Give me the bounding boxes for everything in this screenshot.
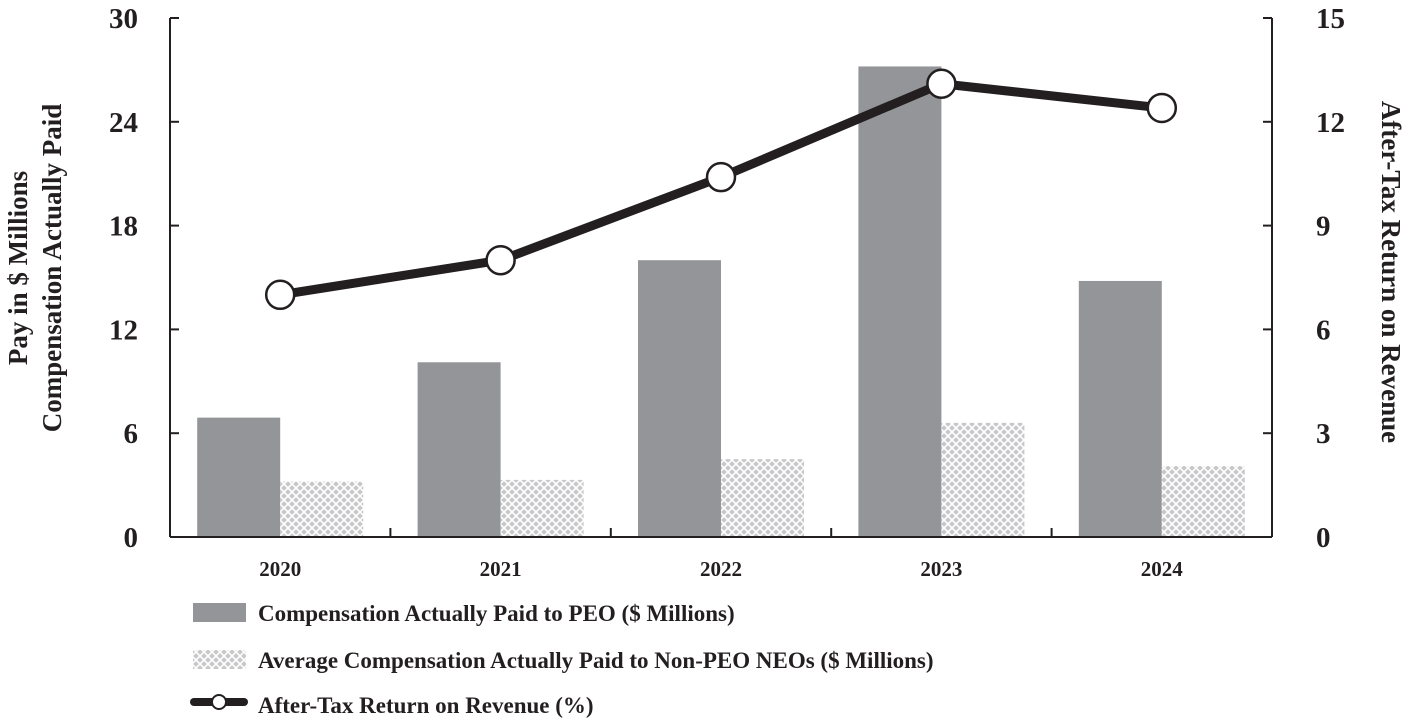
y-tick-label-0: 0 (124, 522, 139, 554)
bar-neo-2024 (1161, 466, 1245, 537)
line-series (264, 68, 1178, 311)
legend-label-peo: Compensation Actually Paid to PEO ($ Mil… (258, 601, 735, 626)
bar-peo-2021 (417, 362, 501, 537)
axes (169, 18, 1273, 538)
bar-peo-2020 (197, 417, 281, 537)
y-axis-label-line2: Compensation Actually Paid (37, 104, 67, 433)
y2-tick-label-6: 6 (1316, 314, 1331, 346)
legend-label-neo: Average Compensation Actually Paid to No… (258, 648, 934, 673)
y2-tick-label-12: 12 (1316, 107, 1345, 139)
x-tick-label-2022: 2022 (700, 557, 742, 581)
y-tick-label-12: 12 (109, 314, 138, 346)
y2-tick-label-9: 9 (1316, 211, 1331, 243)
legend-swatch-marker (211, 694, 227, 710)
bar-neo-2021 (500, 479, 584, 537)
x-tick-label-2020: 2020 (259, 557, 301, 581)
y2-tick-label-15: 15 (1316, 3, 1345, 35)
y-tick-label-18: 18 (109, 211, 138, 243)
y-axis-label-line1: Pay in $ Millions (3, 171, 33, 365)
ticks: 0 6 12 18 24 30 0 3 6 9 12 15 2020 2021 2022 2023 2024 (109, 3, 1345, 581)
y2-axis-label: After-Tax Return on Revenue (1376, 101, 1406, 443)
legend-swatch-neo (193, 650, 246, 669)
x-tick-label-2024: 2024 (1141, 557, 1184, 581)
bar-peo-2023 (858, 66, 942, 537)
y2-tick-label-3: 3 (1316, 418, 1331, 450)
y2-tick-label-0: 0 (1316, 522, 1331, 554)
bar-neo-2023 (941, 422, 1025, 537)
y-tick-label-30: 30 (109, 3, 138, 35)
return-marker-2020 (264, 279, 296, 311)
bar-peo-2022 (638, 260, 721, 537)
return-marker-2023 (926, 68, 957, 99)
bars (197, 66, 1245, 537)
return-marker-2021 (485, 244, 516, 276)
legend-swatch-peo (193, 603, 246, 622)
x-tick-label-2023: 2023 (920, 557, 962, 581)
return-marker-2022 (705, 161, 737, 193)
return-marker-2024 (1146, 92, 1178, 124)
x-tick-label-2021: 2021 (480, 557, 522, 581)
bar-peo-2024 (1078, 280, 1162, 537)
bar-neo-2020 (280, 481, 364, 537)
bar-neo-2022 (721, 459, 804, 537)
legend: Compensation Actually Paid to PEO ($ Mil… (190, 601, 934, 718)
y-tick-label-6: 6 (124, 418, 139, 450)
y-tick-label-24: 24 (109, 107, 138, 139)
legend-label-return: After-Tax Return on Revenue (%) (258, 693, 594, 718)
